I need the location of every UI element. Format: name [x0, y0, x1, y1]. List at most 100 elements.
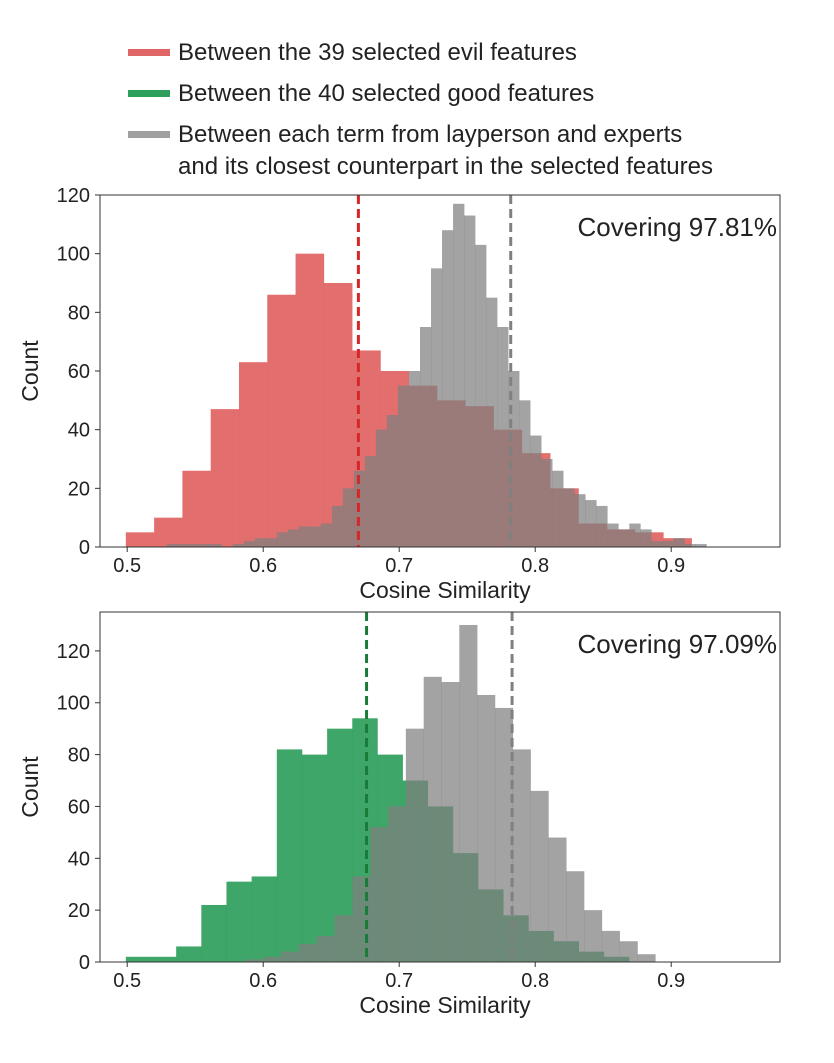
bar: [176, 946, 202, 962]
y-tick-label: 100: [57, 693, 90, 715]
bar: [245, 959, 264, 962]
y-tick-label: 40: [68, 420, 90, 442]
bar: [475, 244, 487, 547]
bar: [397, 385, 410, 547]
bar: [662, 541, 674, 547]
x-tick-label: 0.7: [385, 555, 413, 577]
coverage-annotation: Covering 97.81%: [578, 212, 777, 242]
bar: [226, 881, 252, 962]
legend-label-2-line-1: and its closest counterpart in the selec…: [178, 153, 713, 180]
bar: [619, 941, 638, 962]
bar: [265, 538, 278, 547]
bar: [151, 956, 177, 962]
bar: [298, 526, 311, 547]
bar: [388, 806, 407, 962]
bar: [618, 529, 630, 547]
bar: [651, 541, 663, 547]
bar: [497, 327, 509, 547]
bar: [640, 529, 652, 547]
bar: [320, 523, 333, 547]
y-tick-label: 20: [68, 900, 90, 922]
y-tick-label: 20: [68, 478, 90, 500]
y-tick-label: 0: [79, 952, 90, 974]
bar: [441, 682, 460, 962]
bar: [519, 400, 531, 547]
bar: [238, 362, 268, 547]
series-1: [166, 203, 707, 548]
bar: [301, 754, 328, 962]
bar: [370, 827, 389, 962]
bar: [243, 541, 256, 547]
bar: [210, 409, 240, 547]
bar: [295, 253, 325, 547]
x-axis-label: Cosine Similarity: [359, 992, 531, 1018]
bar: [563, 488, 575, 547]
bar: [177, 544, 189, 547]
bar: [453, 203, 465, 548]
bar: [232, 544, 245, 547]
bar: [154, 517, 183, 547]
bar: [199, 544, 212, 547]
y-tick-label: 80: [68, 745, 90, 767]
y-tick-label: 60: [68, 361, 90, 383]
bar: [331, 505, 344, 547]
bar: [276, 749, 303, 962]
y-tick-label: 120: [57, 641, 90, 663]
bar: [508, 371, 520, 547]
bar: [210, 544, 223, 547]
legend-swatch-0: [128, 49, 170, 56]
bar: [541, 459, 553, 547]
bar: [596, 505, 608, 547]
legend-label-0: Between the 39 selected evil features: [178, 39, 577, 66]
bar: [494, 707, 514, 962]
x-tick-label: 0.6: [249, 555, 277, 577]
bar: [334, 915, 353, 962]
y-tick-label: 40: [68, 848, 90, 870]
legend-swatch-2: [128, 131, 170, 138]
bar: [601, 930, 620, 962]
bar: [342, 488, 355, 547]
chart-evil-histogram: 0.5 0.6 0.7 0.8 0.9 0 20 40 60 80 100 120 Cosine Sim…: [17, 185, 781, 603]
bar: [530, 435, 542, 547]
series-1: [245, 624, 656, 962]
x-tick-label: 0.9: [657, 970, 685, 992]
x-tick-label: 0.9: [657, 555, 685, 577]
x-tick-label: 0.7: [385, 970, 413, 992]
y-axis-label: Count: [17, 340, 43, 402]
bar: [405, 728, 424, 962]
bar: [386, 415, 399, 547]
bar: [298, 943, 318, 962]
legend: Between the 39 selected evil features Bet…: [128, 39, 713, 180]
x-tick-label: 0.8: [521, 555, 549, 577]
coverage-annotation: Covering 97.09%: [578, 629, 777, 659]
bar: [251, 876, 278, 962]
y-tick-label: 0: [79, 537, 90, 559]
x-axis-label: Cosine Similarity: [359, 577, 531, 603]
bar: [166, 544, 178, 547]
bar: [684, 544, 696, 547]
bar: [548, 837, 567, 962]
y-tick-label: 60: [68, 796, 90, 818]
y-tick-label: 80: [68, 302, 90, 324]
bar: [423, 676, 442, 962]
y-tick-label: 120: [57, 185, 90, 207]
bar: [442, 230, 454, 547]
bar: [201, 904, 227, 962]
bar: [695, 544, 707, 547]
bar: [316, 936, 335, 962]
bar: [477, 694, 496, 962]
bar: [263, 956, 282, 962]
x-tick-label: 0.6: [249, 970, 277, 992]
bar: [182, 470, 212, 547]
bar: [637, 954, 656, 962]
bar: [309, 526, 322, 547]
chart-good-histogram: 0.5 0.6 0.7 0.8 0.9 0 20 40 60 80 100 120 Cosine Sim…: [17, 611, 781, 1018]
x-tick-label: 0.5: [113, 970, 141, 992]
bar: [364, 456, 377, 547]
bar: [375, 429, 388, 547]
y-axis-label: Count: [17, 756, 43, 818]
bar: [287, 529, 300, 547]
bar: [486, 297, 498, 547]
bar: [267, 294, 296, 547]
